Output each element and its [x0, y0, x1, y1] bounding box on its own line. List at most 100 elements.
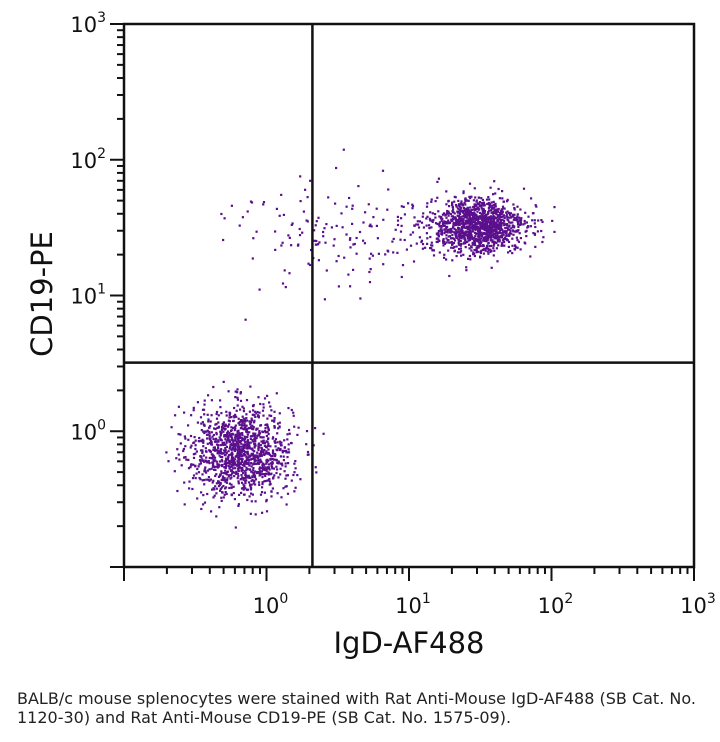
data-point [183, 411, 186, 414]
data-point [182, 449, 185, 453]
data-point [284, 485, 287, 488]
data-point [234, 396, 237, 399]
data-point [486, 234, 490, 237]
data-point [203, 468, 206, 471]
data-point [314, 224, 317, 227]
data-point [206, 492, 209, 496]
data-point [476, 225, 480, 228]
data-point [493, 224, 496, 227]
data-point [491, 216, 494, 219]
data-point [478, 208, 481, 211]
data-point [469, 220, 472, 223]
data-point [281, 451, 284, 454]
data-point [516, 239, 519, 242]
data-point [275, 448, 278, 451]
data-point [413, 224, 416, 227]
data-point [359, 297, 362, 300]
data-point [451, 230, 454, 233]
data-point [290, 479, 293, 482]
data-point [369, 268, 372, 271]
data-point [226, 431, 229, 434]
data-point [465, 214, 468, 217]
data-point [534, 204, 537, 207]
data-point [324, 241, 327, 244]
data-point [230, 476, 233, 479]
data-point [233, 416, 236, 419]
data-point [486, 226, 489, 229]
data-point [466, 199, 469, 202]
data-point [463, 206, 466, 210]
data-point [220, 499, 223, 502]
data-point [525, 229, 528, 232]
data-point [474, 243, 477, 247]
data-point [248, 431, 251, 434]
data-point [486, 244, 489, 247]
data-point [370, 225, 373, 228]
data-point [317, 243, 320, 246]
data-point [507, 251, 510, 254]
data-point [228, 441, 231, 444]
data-point [254, 454, 257, 457]
data-point [198, 436, 201, 440]
data-point [469, 206, 472, 209]
data-point [203, 431, 206, 435]
data-point [322, 230, 325, 234]
data-point [491, 230, 494, 233]
data-point [231, 437, 234, 440]
data-point [241, 415, 244, 418]
data-point [396, 215, 399, 218]
data-point [466, 219, 469, 222]
data-point [288, 432, 291, 435]
data-point [514, 218, 517, 222]
data-point [503, 219, 506, 223]
data-point [330, 226, 333, 229]
data-point [467, 235, 470, 238]
data-point [335, 166, 338, 170]
data-point [492, 236, 495, 239]
data-point [254, 437, 257, 440]
data-point [258, 288, 261, 291]
data-point [248, 420, 251, 423]
data-point [210, 510, 213, 513]
data-point [470, 234, 473, 238]
data-point [250, 470, 253, 473]
data-point [474, 217, 477, 220]
data-point [206, 442, 209, 445]
data-point [436, 196, 439, 199]
data-point [287, 234, 290, 237]
data-point [199, 455, 202, 458]
data-point [468, 227, 471, 230]
data-point [271, 449, 275, 452]
data-point [469, 232, 472, 235]
data-point [493, 211, 496, 215]
data-point [279, 455, 282, 458]
data-point [253, 479, 256, 482]
data-point [183, 435, 186, 438]
data-point [203, 430, 206, 433]
data-point [225, 414, 228, 417]
data-point [202, 494, 205, 497]
data-point [177, 433, 180, 436]
data-point [473, 226, 476, 229]
data-point [474, 237, 477, 241]
data-point [472, 205, 475, 208]
data-point [280, 244, 283, 247]
data-point [238, 445, 241, 448]
data-point [222, 430, 225, 433]
data-point [436, 222, 439, 225]
data-point [497, 207, 500, 211]
data-point [335, 224, 338, 227]
data-point [457, 228, 460, 231]
data-point [457, 230, 460, 233]
data-point [479, 215, 482, 218]
data-point [258, 474, 261, 477]
data-point [511, 244, 514, 247]
data-point [495, 221, 498, 225]
data-point [242, 410, 245, 413]
data-point [220, 470, 223, 473]
data-point [241, 432, 244, 435]
data-point [536, 230, 539, 233]
data-point [265, 500, 268, 503]
data-point [263, 442, 266, 445]
data-point [506, 198, 509, 201]
